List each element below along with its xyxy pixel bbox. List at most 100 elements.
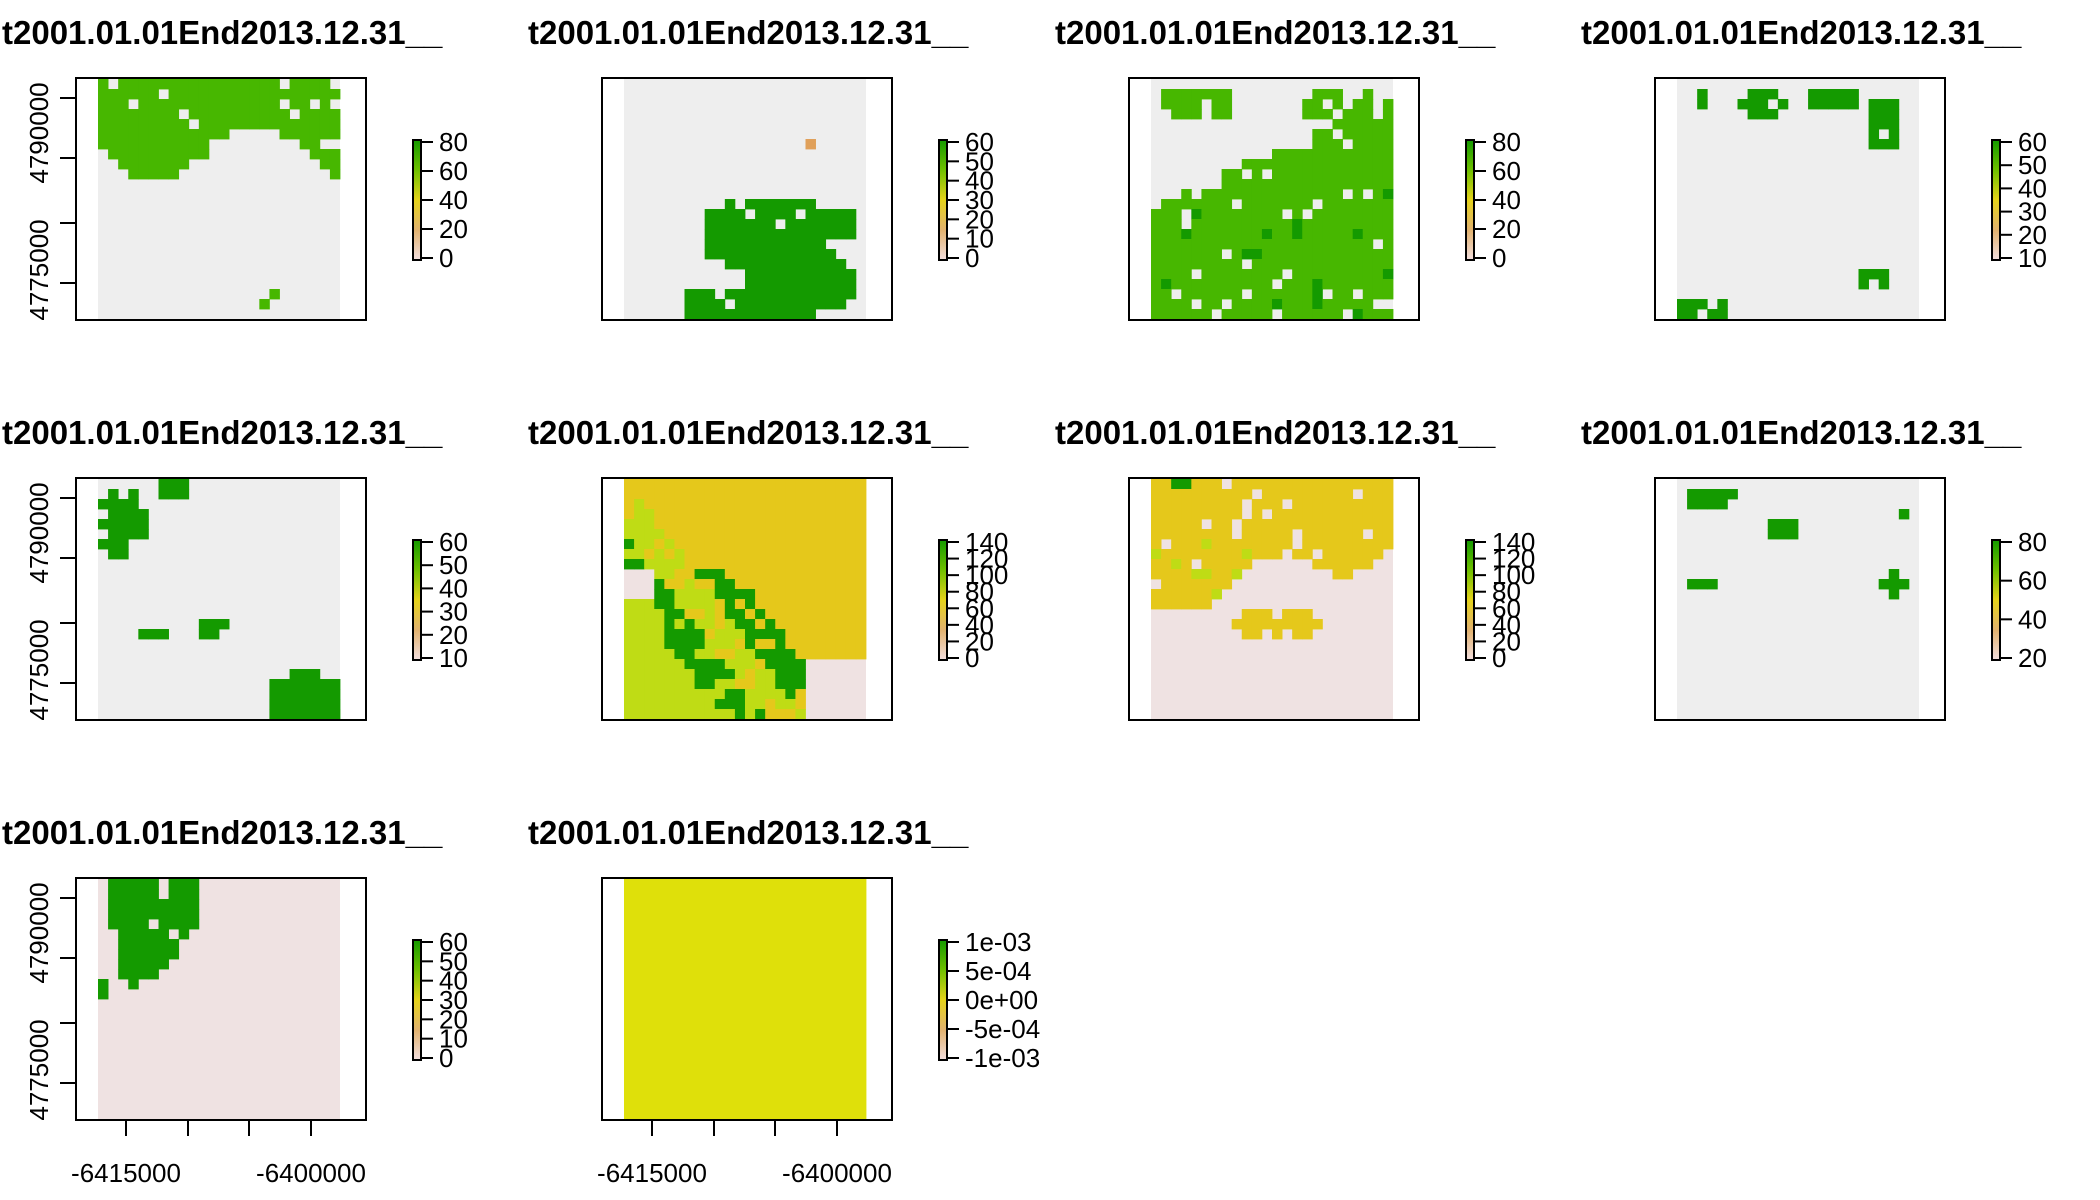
raster-cell: [825, 1089, 837, 1100]
raster-cell: [128, 79, 139, 90]
raster-cell: [1322, 219, 1333, 230]
raster-cell: [795, 929, 806, 940]
raster-cell: [1888, 569, 1900, 580]
raster-cell: [775, 599, 786, 610]
raster-cell: [815, 989, 827, 1000]
raster-cell: [1282, 309, 1293, 320]
raster-cell: [684, 999, 695, 1010]
raster-cell: [158, 899, 169, 910]
raster-cell: [98, 499, 109, 510]
raster-cell: [219, 109, 230, 120]
raster-cell: [694, 679, 706, 690]
raster-cell: [785, 699, 796, 710]
raster-cell: [674, 539, 685, 550]
raster-cell: [734, 489, 746, 500]
raster-cell: [229, 79, 240, 90]
raster-cell: [664, 899, 675, 910]
raster-cell: [168, 909, 180, 920]
colorbar-label: 100: [1492, 560, 1535, 590]
raster-cell: [1312, 259, 1323, 270]
raster-cell: [1878, 99, 1890, 110]
raster-cell: [1767, 529, 1779, 540]
raster-cell: [1151, 529, 1162, 540]
colorbar-label: 120: [1492, 544, 1535, 574]
raster-cell: [1707, 489, 1718, 500]
raster-cell: [654, 1019, 665, 1030]
raster-cell: [1261, 489, 1273, 500]
colorbar-label: 40: [965, 610, 994, 640]
colorbar-label: 50: [439, 946, 468, 976]
raster-cell: [229, 109, 240, 120]
raster-cell: [714, 699, 726, 710]
raster-cell: [674, 979, 685, 990]
raster-cell: [805, 289, 816, 300]
raster-cell: [634, 989, 645, 1000]
raster-cell: [724, 199, 736, 210]
raster-cell: [724, 1049, 736, 1060]
raster-cell: [765, 579, 776, 590]
raster-cell: [694, 549, 706, 560]
raster-cell: [644, 929, 655, 940]
raster-cell: [795, 959, 806, 970]
raster-cell: [785, 529, 796, 540]
raster-cell: [1302, 609, 1313, 620]
raster-cell: [168, 89, 180, 100]
raster-cell: [664, 979, 675, 990]
raster-cell: [178, 929, 190, 940]
raster-cell: [704, 1019, 716, 1030]
raster-cell: [319, 99, 331, 110]
raster-cell: [755, 549, 766, 560]
raster-cell: [98, 89, 109, 100]
raster-cell: [1201, 259, 1212, 270]
raster-cell: [714, 909, 726, 920]
raster-cell: [704, 889, 716, 900]
raster-cell: [815, 259, 827, 270]
raster-cell: [835, 909, 847, 920]
panel-title: t2001.01.01End2013.12.31__: [1055, 14, 1496, 51]
raster-cell: [745, 1019, 756, 1030]
raster-cell: [1787, 519, 1799, 530]
raster-cell: [1302, 509, 1313, 520]
raster-cell: [825, 299, 837, 310]
raster-cell: [1888, 589, 1900, 600]
raster-cell: [765, 229, 776, 240]
raster-cell: [634, 689, 645, 700]
raster-cell: [835, 529, 847, 540]
colorbar-label: 20: [439, 214, 468, 244]
raster-cell: [1868, 109, 1880, 120]
raster-cell: [1151, 569, 1162, 580]
raster-cell: [1221, 549, 1233, 560]
raster-cell: [845, 289, 857, 300]
raster-cell: [805, 1079, 816, 1090]
raster-cell: [299, 89, 311, 100]
raster-cell: [1322, 499, 1333, 510]
raster-cell: [785, 879, 796, 890]
raster-cell: [1161, 269, 1172, 280]
raster-cell: [319, 159, 331, 170]
raster-cell: [1251, 189, 1263, 200]
raster-cell: [1302, 189, 1313, 200]
raster-cell: [714, 529, 726, 540]
raster-cell: [855, 1019, 867, 1030]
raster-cell: [1221, 199, 1233, 210]
raster-cell: [98, 139, 109, 150]
raster-cell: [805, 1069, 816, 1080]
raster-cell: [674, 549, 685, 560]
raster-cell: [664, 929, 675, 940]
raster-cell: [765, 619, 776, 630]
raster-cell: [755, 479, 766, 490]
raster-cell: [644, 879, 655, 890]
raster-cell: [148, 929, 159, 940]
raster-cell: [1282, 519, 1293, 530]
raster-cell: [259, 119, 270, 130]
raster-cell: [684, 1089, 695, 1100]
raster-cell: [319, 109, 331, 120]
raster-cell: [714, 629, 726, 640]
raster-cell: [734, 969, 746, 980]
raster-cell: [1747, 89, 1759, 100]
raster-cell: [1302, 549, 1313, 560]
raster-cell: [714, 1069, 726, 1080]
raster-cell: [664, 539, 675, 550]
raster-cell: [118, 499, 129, 510]
raster-cell: [118, 509, 129, 520]
